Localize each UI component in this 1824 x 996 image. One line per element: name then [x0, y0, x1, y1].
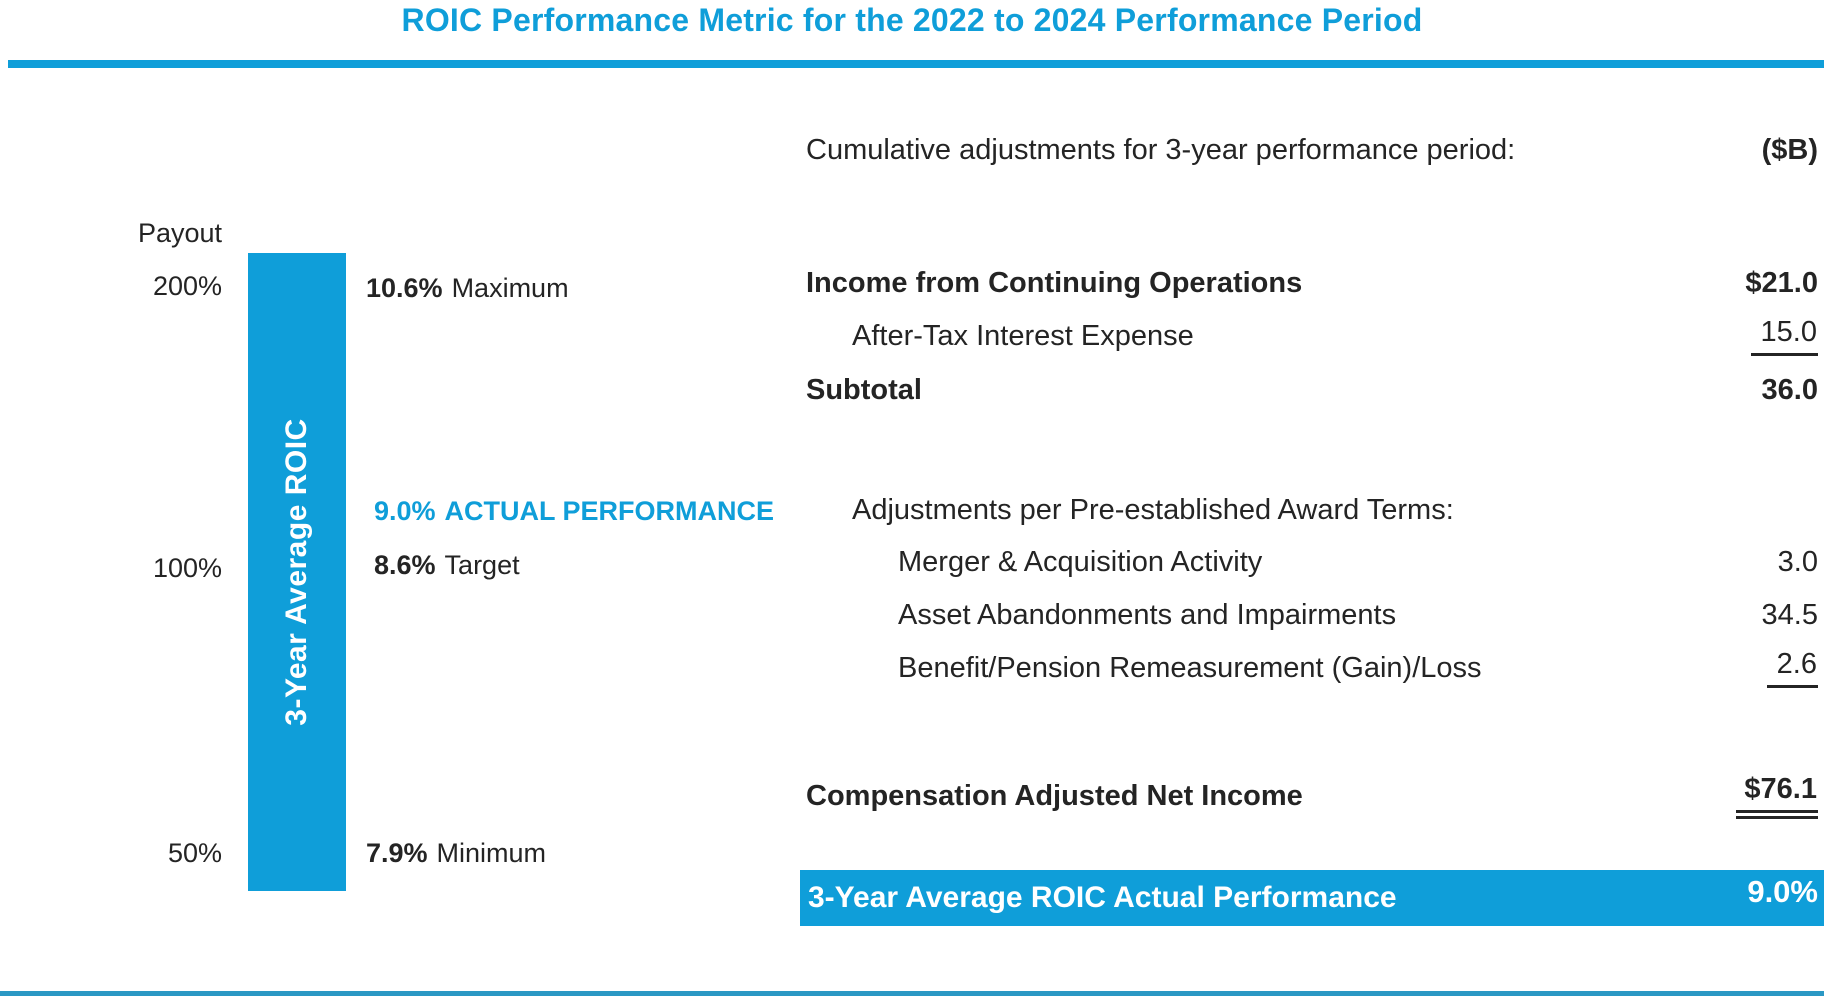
- payout-axis-title: Payout: [137, 218, 222, 248]
- table-row-subtotal: Subtotal 36.0: [806, 373, 1818, 406]
- banner-value: 9.0%: [1747, 874, 1818, 909]
- table-header-row: Cumulative adjustments for 3-year perfor…: [806, 133, 1818, 167]
- annotation-actual-performance: 9.0% ACTUAL PERFORMANCE: [374, 494, 774, 528]
- table-header-label: Cumulative adjustments for 3-year perfor…: [806, 133, 1516, 166]
- annotation-target: 8.6% Target: [374, 548, 520, 582]
- bottom-divider-rule: [0, 991, 1824, 996]
- target-value: 8.6%: [374, 550, 436, 580]
- table-row-asset-abandonments: Asset Abandonments and Impairments 34.5: [898, 598, 1818, 631]
- table-header-unit: ($B): [1761, 133, 1818, 166]
- roic-scale-bar: 3-Year Average ROIC: [248, 253, 346, 891]
- actual-label: ACTUAL PERFORMANCE: [444, 496, 775, 526]
- roic-bar-label: 3-Year Average ROIC: [280, 418, 313, 726]
- annotation-maximum: 10.6% Maximum: [366, 271, 569, 305]
- annotation-minimum: 7.9% Minimum: [366, 836, 546, 870]
- summary-banner: 3-Year Average ROIC Actual Performance 9…: [800, 870, 1824, 926]
- table-row-compensation-adjusted-net-income: Compensation Adjusted Net Income $76.1: [806, 773, 1818, 819]
- payout-tick-50: 50%: [167, 838, 222, 868]
- page-title: ROIC Performance Metric for the 2022 to …: [401, 2, 1423, 38]
- minimum-value: 7.9%: [366, 838, 428, 868]
- table-row-adjustments-terms-header: Adjustments per Pre-established Award Te…: [852, 493, 1454, 526]
- banner-label: 3-Year Average ROIC Actual Performance: [808, 881, 1397, 914]
- maximum-label: Maximum: [451, 273, 569, 303]
- maximum-value: 10.6%: [366, 273, 443, 303]
- table-row-merger-acquisition: Merger & Acquisition Activity 3.0: [898, 545, 1818, 578]
- payout-tick-200: 200%: [152, 271, 222, 301]
- table-row-benefit-pension-remeasurement: Benefit/Pension Remeasurement (Gain)/Los…: [806, 648, 1818, 688]
- target-label: Target: [444, 550, 520, 580]
- actual-value: 9.0%: [374, 496, 436, 526]
- payout-tick-100: 100%: [152, 553, 222, 583]
- title-divider-rule: [8, 60, 1824, 68]
- minimum-label: Minimum: [436, 838, 547, 868]
- table-row-income-continuing-operations: Income from Continuing Operations $21.0: [806, 266, 1818, 299]
- table-row-after-tax-interest-expense: After-Tax Interest Expense 15.0: [806, 316, 1818, 356]
